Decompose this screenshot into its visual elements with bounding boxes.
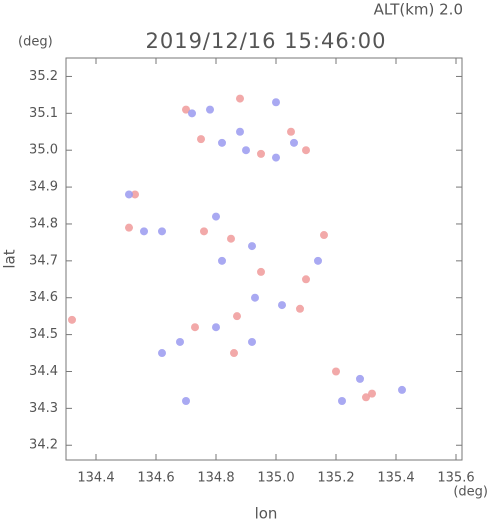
y-tick-label: 34.3: [29, 401, 58, 416]
echo-point: [131, 190, 139, 199]
y-tick-label: 34.4: [29, 364, 58, 379]
echo-point: [290, 138, 298, 147]
x-tick-label: 134.8: [197, 471, 234, 486]
echo-point: [125, 190, 133, 199]
x-tick-label: 135.6: [437, 471, 474, 486]
echo-point: [338, 396, 346, 405]
y-tick-label: 34.5: [29, 327, 58, 342]
echo-point: [296, 304, 304, 313]
echo-point: [248, 242, 256, 251]
echo-point: [212, 323, 220, 332]
echo-point: [200, 227, 208, 236]
echo-point: [197, 135, 205, 144]
echo-point: [302, 146, 310, 155]
echo-point: [140, 227, 148, 236]
echo-point: [158, 349, 166, 358]
echo-point: [158, 227, 166, 236]
x-tick-label: 135.2: [317, 471, 354, 486]
x-axis-label: lon: [255, 505, 278, 521]
echo-point: [236, 127, 244, 136]
echo-point: [398, 385, 406, 394]
echo-point: [206, 105, 214, 114]
x-tick-label: 134.4: [77, 471, 114, 486]
echo-point: [242, 146, 250, 155]
echo-point: [218, 138, 226, 147]
plot-frame: [65, 57, 463, 461]
y-tick-label: 35.1: [29, 106, 58, 121]
echo-point: [227, 234, 235, 243]
echo-point: [68, 315, 76, 324]
x-tick-label: 135.4: [377, 471, 414, 486]
y-unit: (deg): [18, 35, 53, 50]
echo-point: [278, 301, 286, 310]
echo-point: [182, 105, 190, 114]
echo-point: [230, 349, 238, 358]
x-unit: (deg): [453, 485, 488, 500]
chart-title: 2019/12/16 15:46:00: [145, 29, 386, 53]
x-tick-label: 134.6: [137, 471, 174, 486]
y-tick-label: 34.2: [29, 438, 58, 453]
echo-point: [176, 337, 184, 346]
y-axis-label: lat: [1, 249, 19, 268]
y-tick-label: 34.9: [29, 180, 58, 195]
echo-point: [320, 231, 328, 240]
y-tick-label: 35.2: [29, 69, 58, 84]
echo-point: [212, 212, 220, 221]
echo-point: [251, 293, 259, 302]
subtitle: ALT(km) 2.0: [374, 1, 463, 19]
echo-point: [233, 312, 241, 321]
echo-point: [272, 98, 280, 107]
y-tick-label: 34.6: [29, 290, 58, 305]
echo-point: [236, 94, 244, 103]
echo-point: [332, 367, 340, 376]
y-tick-label: 34.7: [29, 253, 58, 268]
echo-point: [182, 396, 190, 405]
echo-point: [302, 275, 310, 284]
echo-point: [356, 374, 364, 383]
echo-point: [257, 149, 265, 158]
echo-point: [257, 267, 265, 276]
x-tick-label: 135.0: [257, 471, 294, 486]
echo-point: [218, 256, 226, 265]
echo-point: [125, 223, 133, 232]
echo-point: [314, 256, 322, 265]
echo-point: [188, 109, 196, 118]
echo-point: [191, 323, 199, 332]
echo-point: [272, 153, 280, 162]
echo-point: [368, 389, 376, 398]
echo-point: [362, 393, 370, 402]
echo-point: [287, 127, 295, 136]
y-tick-label: 35.0: [29, 143, 58, 158]
y-tick-label: 34.8: [29, 216, 58, 231]
echo-point: [248, 337, 256, 346]
